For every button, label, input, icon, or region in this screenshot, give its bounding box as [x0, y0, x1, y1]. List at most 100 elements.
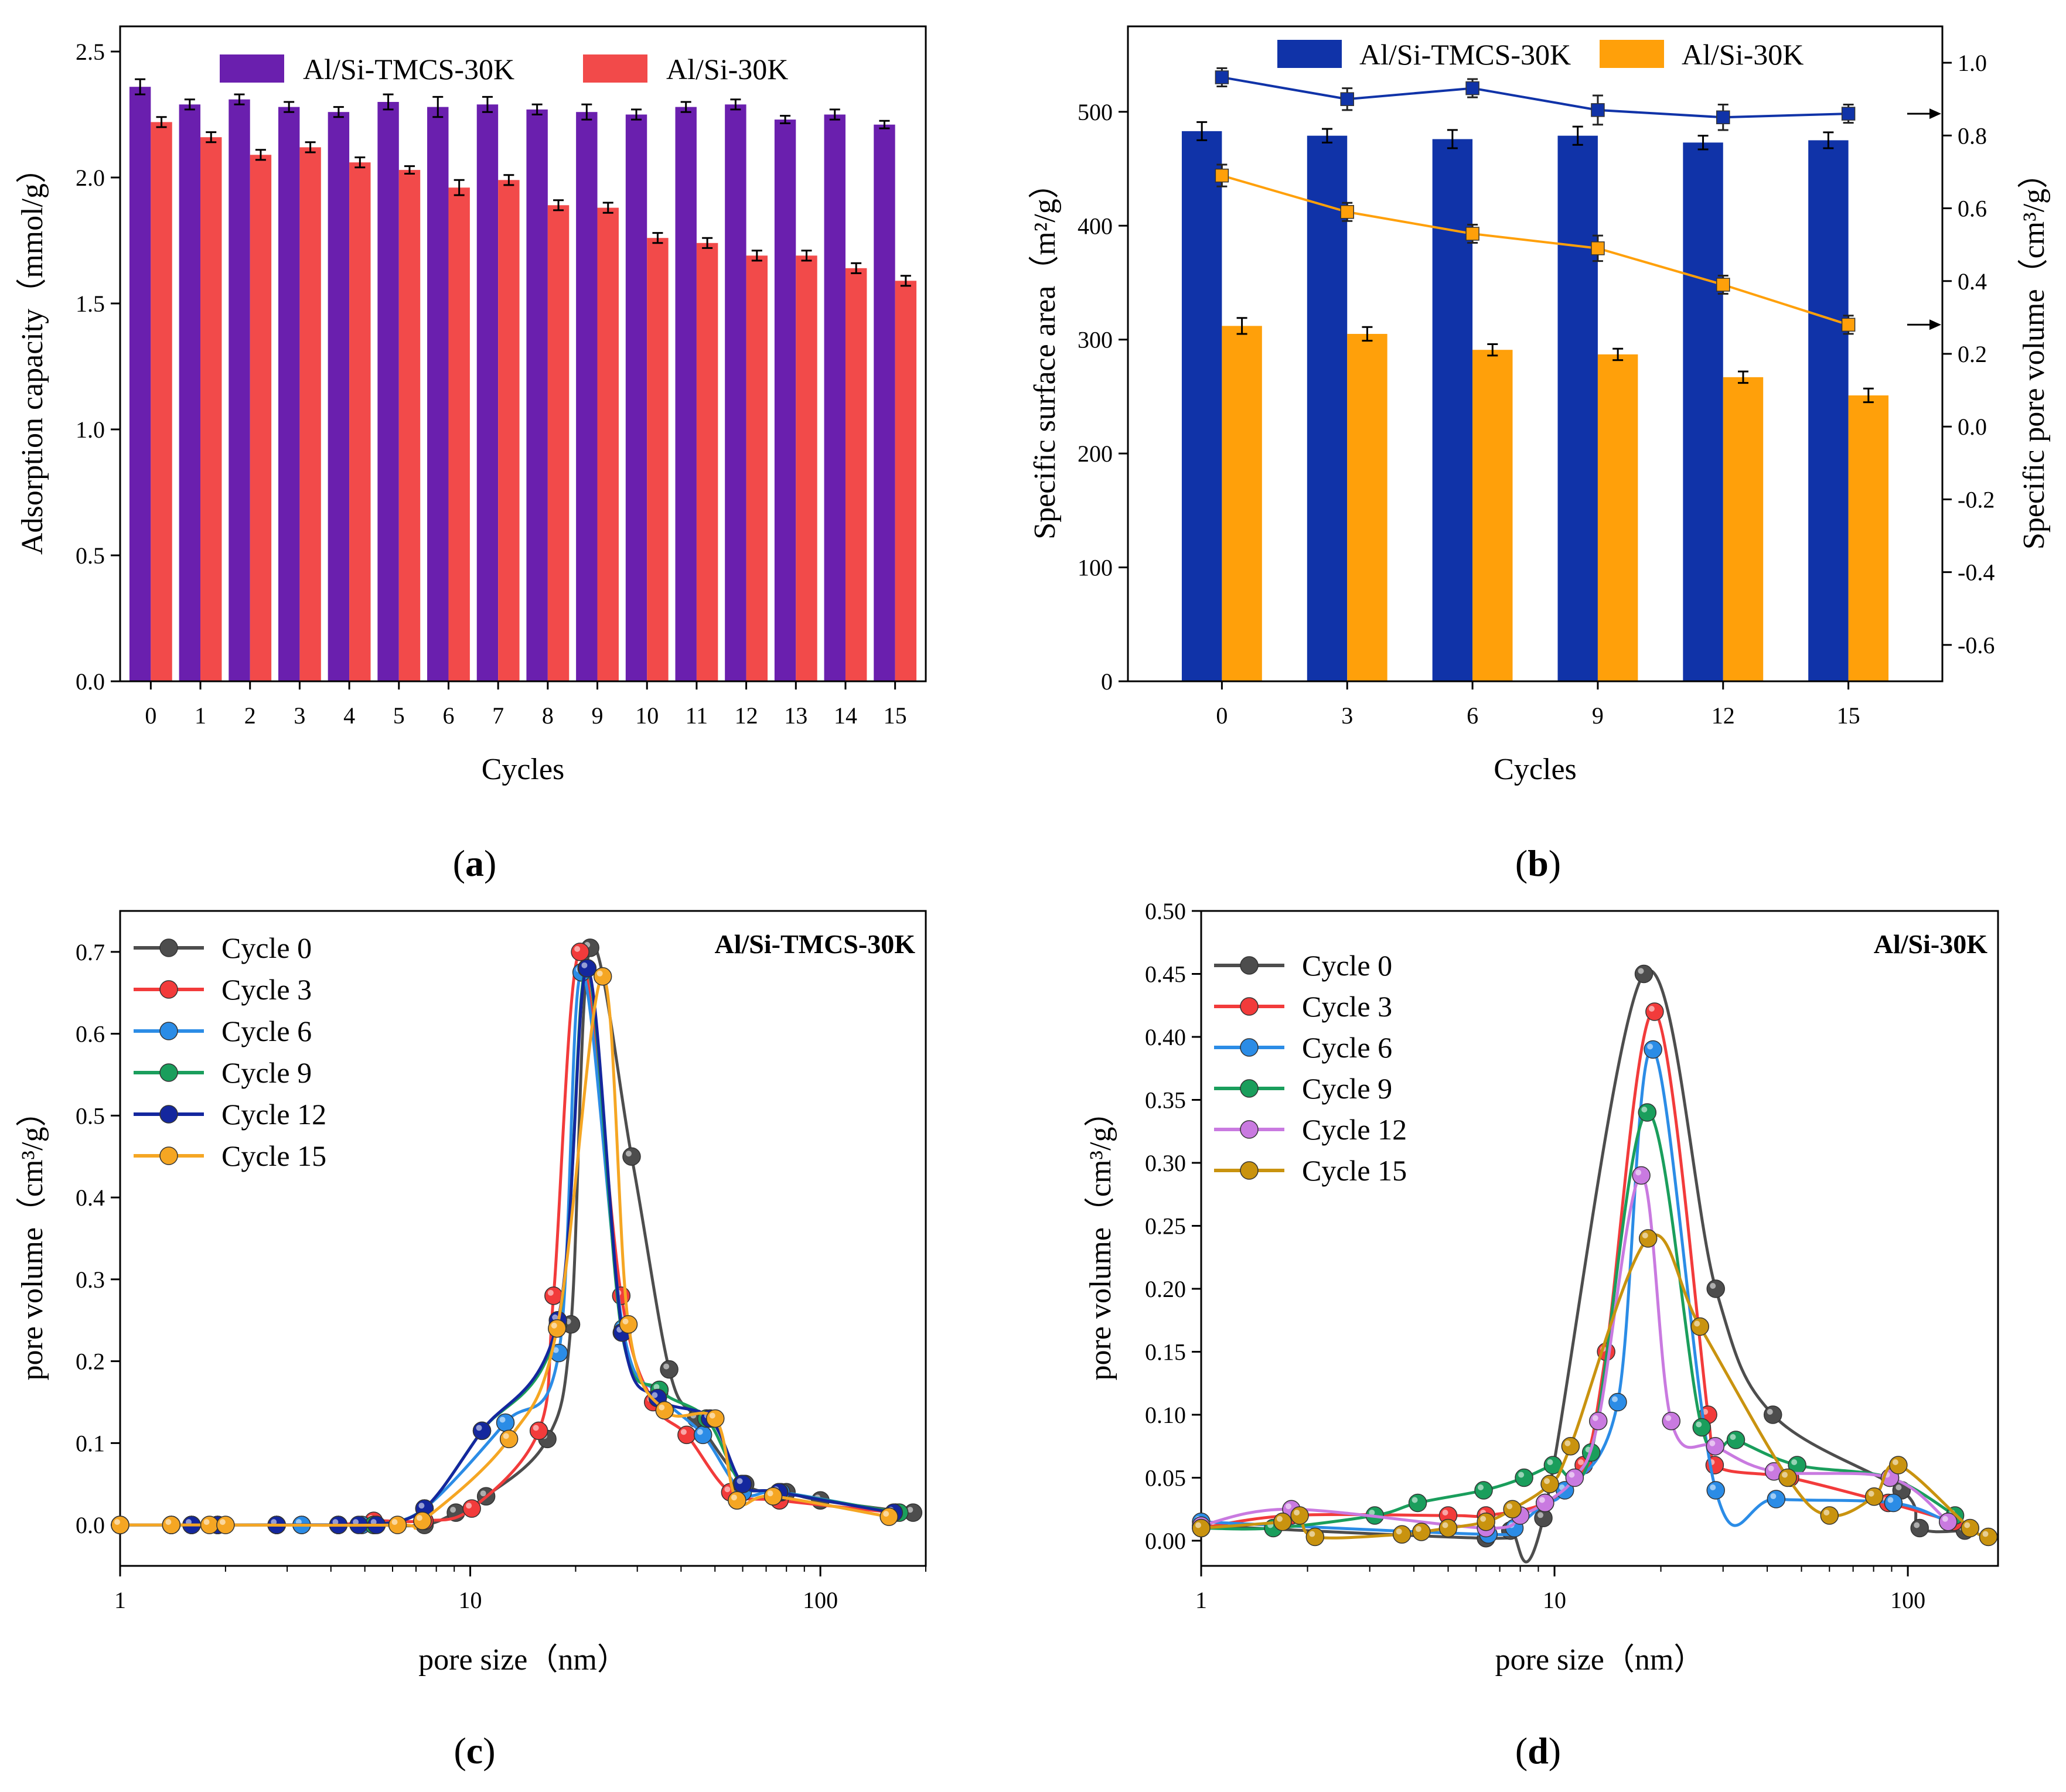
data-point — [1540, 1474, 1559, 1493]
data-point-highlight — [1770, 1493, 1777, 1500]
y-tick-label: 0.25 — [1145, 1213, 1186, 1240]
bar — [1683, 142, 1723, 681]
y-tick-label: 2.5 — [76, 39, 105, 65]
y-tick-label: 0.2 — [76, 1349, 105, 1375]
data-point — [1305, 1527, 1325, 1547]
legend-label: Cycle 15 — [1302, 1154, 1407, 1187]
bar — [299, 147, 321, 681]
paren-open: ( — [1515, 842, 1528, 884]
data-point-highlight — [332, 1519, 339, 1525]
y-axis-label: pore volume（cm³/g） — [1084, 1097, 1117, 1381]
bar — [597, 207, 619, 682]
data-point-highlight — [391, 1519, 398, 1525]
x-axis-label: Cycles — [482, 753, 565, 786]
pore-volume-marker — [1465, 227, 1479, 241]
chart-panel-b: 0 3 6 9 12 15 0 100 200 300 400 500 -0.6 -0.4 -0.2 0.0 0… — [1028, 25, 2051, 786]
data-point — [1644, 1040, 1662, 1059]
legend-label: Cycle 3 — [221, 973, 312, 1006]
axis-arrow-head — [1929, 108, 1941, 120]
data-point-highlight — [1195, 1522, 1201, 1528]
data-point-highlight — [1518, 1472, 1525, 1478]
pore-volume-marker — [1465, 81, 1479, 95]
data-point-highlight — [1791, 1459, 1798, 1465]
y-tick-label: 0.5 — [76, 542, 105, 569]
data-point — [1608, 1392, 1627, 1412]
data-point-highlight — [697, 1429, 703, 1435]
y-tick-label: 0.3 — [76, 1267, 105, 1293]
plot-frame — [119, 25, 927, 682]
x-axis-label: pore size（nm） — [418, 1643, 628, 1677]
data-point — [1690, 1317, 1710, 1336]
legend-label: Cycle 9 — [221, 1056, 312, 1089]
data-point-highlight — [1767, 1409, 1773, 1415]
legend-marker — [159, 1105, 178, 1124]
legend-marker — [1240, 956, 1259, 975]
legend-swatch — [583, 54, 647, 83]
data-point-highlight — [219, 1519, 226, 1525]
data-point — [1588, 1412, 1608, 1431]
x-tick-label: 0 — [1216, 702, 1228, 729]
y-tick-label: 300 — [1078, 327, 1113, 353]
bar — [647, 238, 669, 681]
data-point — [1820, 1506, 1839, 1525]
bar — [1181, 131, 1222, 681]
x-tick-label: 7 — [492, 702, 504, 729]
legend-swatch — [1277, 40, 1342, 68]
data-point — [660, 1360, 679, 1379]
legend-swatch — [1600, 40, 1664, 68]
y-axis-label-text: Specific surface area — [1028, 286, 1062, 540]
x-tick-label: 1 — [114, 1587, 126, 1613]
data-point-highlight — [1964, 1522, 1970, 1528]
bar — [427, 107, 449, 682]
data-point-highlight — [1592, 1415, 1598, 1421]
panel-label: (b) — [1515, 842, 1561, 884]
y-tick-label: 0.0 — [76, 668, 105, 695]
bar — [151, 122, 172, 681]
bar — [675, 107, 697, 682]
legend-marker — [159, 1063, 178, 1082]
y-tick-label: 0.0 — [76, 1512, 105, 1538]
data-point — [1767, 1490, 1786, 1508]
data-point-highlight — [1823, 1510, 1830, 1515]
x-tick-label: 12 — [1712, 702, 1735, 729]
bar — [796, 255, 817, 681]
data-point — [1438, 1518, 1458, 1538]
data-point-highlight — [450, 1507, 456, 1513]
panel-label-text: (c) — [454, 1730, 495, 1771]
data-point-highlight — [476, 1425, 482, 1431]
y-tick-label: 0.4 — [76, 1185, 105, 1211]
data-point-highlight — [1730, 1434, 1736, 1440]
data-point-highlight — [1710, 1484, 1716, 1490]
data-point-highlight — [1694, 1320, 1700, 1327]
panel-label-text: (d) — [1515, 1730, 1561, 1771]
data-point — [1474, 1481, 1493, 1500]
data-point — [1565, 1468, 1584, 1487]
data-point — [593, 967, 612, 986]
y-axis-label: pore volume（cm³/g） — [16, 1097, 49, 1381]
legend-label: Cycle 12 — [221, 1098, 326, 1131]
bar — [526, 109, 548, 681]
data-point-highlight — [581, 962, 588, 968]
x-tick-label: 3 — [294, 702, 305, 729]
data-point-highlight — [1396, 1528, 1402, 1535]
data-point-highlight — [1942, 1515, 1948, 1522]
panel-letter: c — [466, 1730, 483, 1771]
bar — [278, 107, 300, 682]
x-tick-label: 0 — [145, 702, 156, 729]
bar — [547, 205, 570, 681]
data-point — [1662, 1412, 1681, 1431]
panel-label: (a) — [453, 842, 497, 884]
series-cycle-15 — [111, 967, 898, 1534]
bar — [1808, 140, 1849, 681]
data-point — [216, 1515, 235, 1534]
data-point-highlight — [1635, 1169, 1642, 1176]
y-tick-label: 0.10 — [1145, 1402, 1186, 1428]
y2-tick-label: 1.0 — [1958, 50, 1987, 76]
data-point-highlight — [1506, 1503, 1513, 1510]
data-point-highlight — [1415, 1525, 1421, 1532]
plot-frame — [1200, 910, 1999, 1567]
bar — [200, 137, 222, 681]
paren-open: ( — [1515, 1730, 1528, 1771]
data-point-highlight — [551, 1322, 557, 1329]
pore-volume-marker — [1591, 103, 1605, 117]
